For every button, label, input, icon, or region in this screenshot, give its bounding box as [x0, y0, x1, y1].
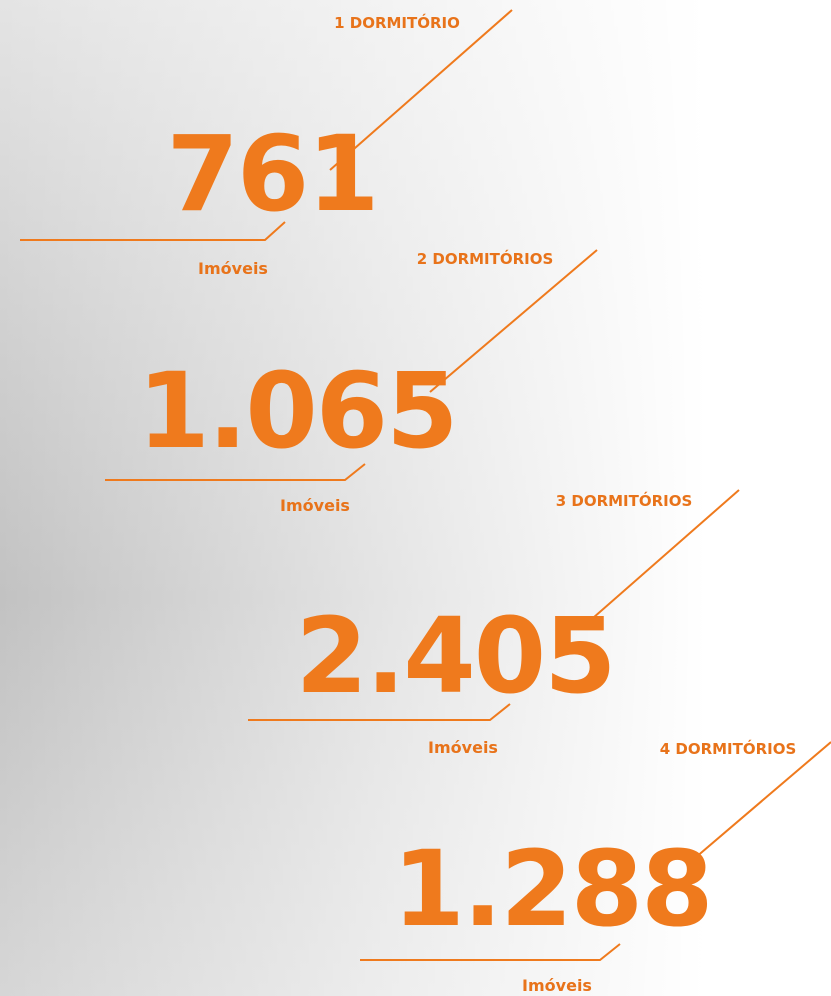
- item-number: 1.065: [138, 350, 457, 472]
- page: 1 DORMITÓRIO 761 Imóveis 2 DORMITÓRIOS 1…: [0, 0, 831, 996]
- item-label: 1 DORMITÓRIO: [334, 13, 460, 32]
- connector-line: [695, 742, 831, 858]
- item-number: 761: [166, 113, 377, 235]
- item-label: 3 DORMITÓRIOS: [556, 491, 693, 510]
- item-label: 2 DORMITÓRIOS: [417, 249, 554, 268]
- item-number: 2.405: [296, 595, 615, 717]
- item-unit: Imóveis: [522, 976, 592, 995]
- item-unit: Imóveis: [428, 738, 498, 757]
- item-unit: Imóveis: [280, 496, 350, 515]
- item-number: 1.288: [393, 828, 712, 950]
- stats: 1 DORMITÓRIO 761 Imóveis 2 DORMITÓRIOS 1…: [0, 0, 831, 996]
- item-label: 4 DORMITÓRIOS: [660, 739, 797, 758]
- item-unit: Imóveis: [198, 259, 268, 278]
